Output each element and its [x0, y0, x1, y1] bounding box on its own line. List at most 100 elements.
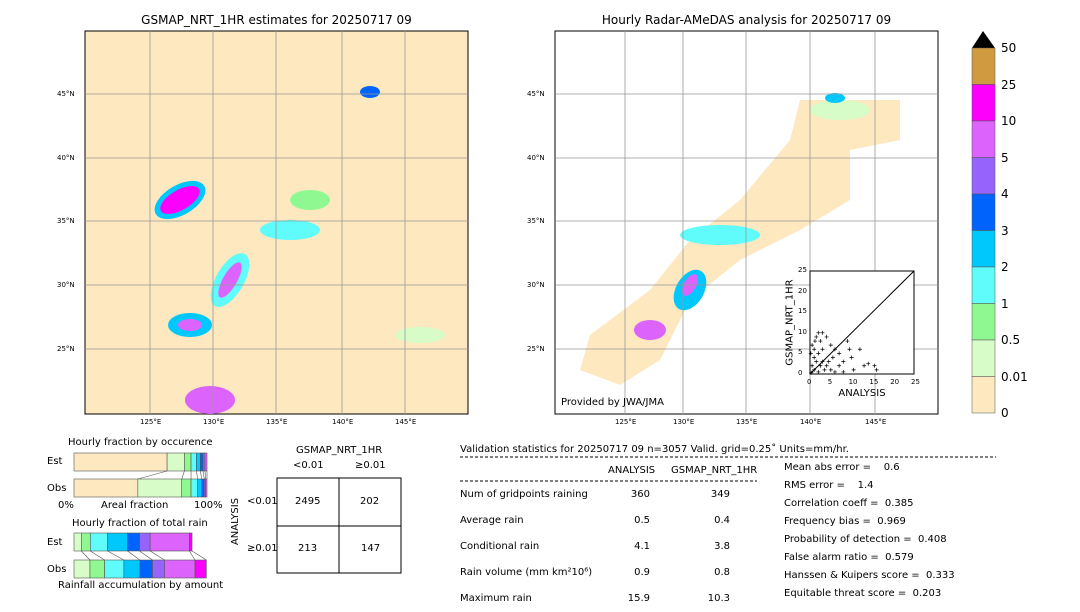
bar-segment — [107, 532, 128, 552]
cell: 2495 — [295, 496, 321, 507]
lat-tick: 30°N — [57, 281, 75, 289]
bar-segment — [89, 559, 105, 579]
scatter-point — [810, 363, 815, 368]
colorbar-label: 3 — [1001, 223, 1009, 238]
stat-gsmap: 0.4 — [714, 515, 730, 526]
scatter-xtick: 5 — [827, 378, 833, 386]
colorbar-extend-arrow — [972, 31, 995, 48]
scatter-point — [837, 363, 842, 368]
scatter-point — [818, 363, 823, 368]
stat-label: Num of gridpoints raining — [460, 489, 588, 500]
bar-segment — [200, 452, 204, 472]
connector-line — [189, 550, 196, 561]
scatter-point — [816, 369, 821, 374]
scatter-point — [824, 363, 829, 368]
score-line: Equitable threat score = 0.203 — [784, 588, 942, 599]
colorbar-segment — [971, 230, 996, 268]
lon-tick: 130°E — [673, 418, 695, 426]
stat-gsmap: 3.8 — [714, 541, 730, 552]
lat-tick: 45°N — [527, 90, 545, 98]
colorbar-label: 0.5 — [1001, 333, 1021, 347]
scatter-ytick: 0 — [798, 369, 803, 377]
scatter-point — [814, 334, 819, 339]
scatter-point — [866, 361, 871, 366]
total-rain-xlabel: Rainfall accumulation by amount — [58, 580, 224, 591]
lat-tick: 40°N — [527, 154, 545, 162]
connector-line — [127, 550, 141, 561]
col-label: ≥0.01 — [355, 460, 386, 471]
bar-segment — [164, 559, 196, 579]
scatter-ytick: 20 — [798, 286, 807, 295]
connector-line — [181, 470, 185, 480]
bar-segment — [149, 532, 190, 552]
scatter-xtick: 25 — [911, 378, 920, 386]
connector-line — [149, 550, 165, 561]
colorbar-label: 10 — [1001, 114, 1017, 128]
colorbar-label: 50 — [1001, 41, 1017, 55]
left-map-title: GSMAP_NRT_1HR estimates for 20250717 09 — [141, 13, 412, 27]
scatter-point — [830, 355, 835, 360]
lon-tick: 125°E — [140, 418, 162, 426]
bar-segment — [184, 452, 192, 472]
bar-segment — [197, 478, 202, 498]
colorbar-segment — [971, 84, 996, 122]
connector-line — [139, 550, 153, 561]
lat-tick: 45°N — [57, 90, 75, 98]
connector-line — [196, 470, 198, 480]
bar-segment — [166, 452, 185, 472]
bar-segment — [205, 478, 208, 498]
lat-tick: 25°N — [57, 345, 75, 353]
scatter-point — [862, 363, 867, 368]
scatter-point — [820, 347, 825, 352]
scatter-point — [841, 359, 846, 364]
scatter-xtick: 20 — [890, 378, 900, 386]
bar-segment — [194, 559, 207, 579]
lat-tick: 35°N — [527, 217, 545, 225]
scatter-point — [808, 351, 813, 356]
scatter-point — [832, 369, 837, 374]
colorbar-segment — [971, 193, 996, 231]
scatter-point — [824, 334, 829, 339]
est-label: Est — [47, 537, 63, 548]
scatter-point — [845, 339, 850, 344]
scatter-point — [826, 359, 831, 364]
scatter-xlabel: ANALYSIS — [838, 388, 886, 399]
connector-line — [200, 470, 202, 480]
colorbar-segment — [971, 266, 996, 304]
lon-tick: 145°E — [865, 418, 887, 426]
bar-segment — [139, 559, 153, 579]
lon-tick: 135°E — [266, 418, 288, 426]
scatter-point — [828, 367, 833, 372]
scatter-point — [841, 369, 846, 374]
scatter-point — [816, 330, 821, 335]
bar-segment — [181, 478, 192, 498]
score-line: Mean abs error = 0.6 — [784, 462, 900, 473]
bar-segment — [137, 478, 183, 498]
bar-segment — [204, 452, 208, 472]
colorbar-segment — [971, 120, 996, 158]
cell: 202 — [360, 496, 380, 507]
colorbar — [971, 31, 996, 414]
scatter-point — [832, 347, 837, 352]
stat-analysis: 0.9 — [634, 567, 650, 578]
credit-label: Provided by JWA/JMA — [561, 397, 664, 408]
scatter-point — [818, 339, 823, 344]
scatter-ylabel: GSMAP_NRT_1HR — [784, 279, 796, 366]
colorbar-label: 2 — [1001, 260, 1009, 274]
bar-segment — [139, 532, 151, 552]
bar-segment — [73, 532, 82, 552]
scatter-point — [810, 343, 815, 348]
scatter-point — [874, 367, 879, 372]
scatter-point — [812, 339, 817, 344]
lon-tick: 130°E — [203, 418, 225, 426]
colorbar-segment — [971, 47, 996, 85]
scatter-point — [814, 359, 819, 364]
tick-100: 100% — [194, 500, 223, 511]
fraction-bars — [73, 452, 208, 579]
scatter-xtick: 10 — [848, 378, 858, 386]
obs-label: Obs — [47, 564, 67, 575]
scatter-ytick: 15 — [798, 307, 807, 316]
scatter-ytick: 25 — [798, 266, 807, 274]
score-line: False alarm ratio = 0.579 — [784, 552, 914, 563]
